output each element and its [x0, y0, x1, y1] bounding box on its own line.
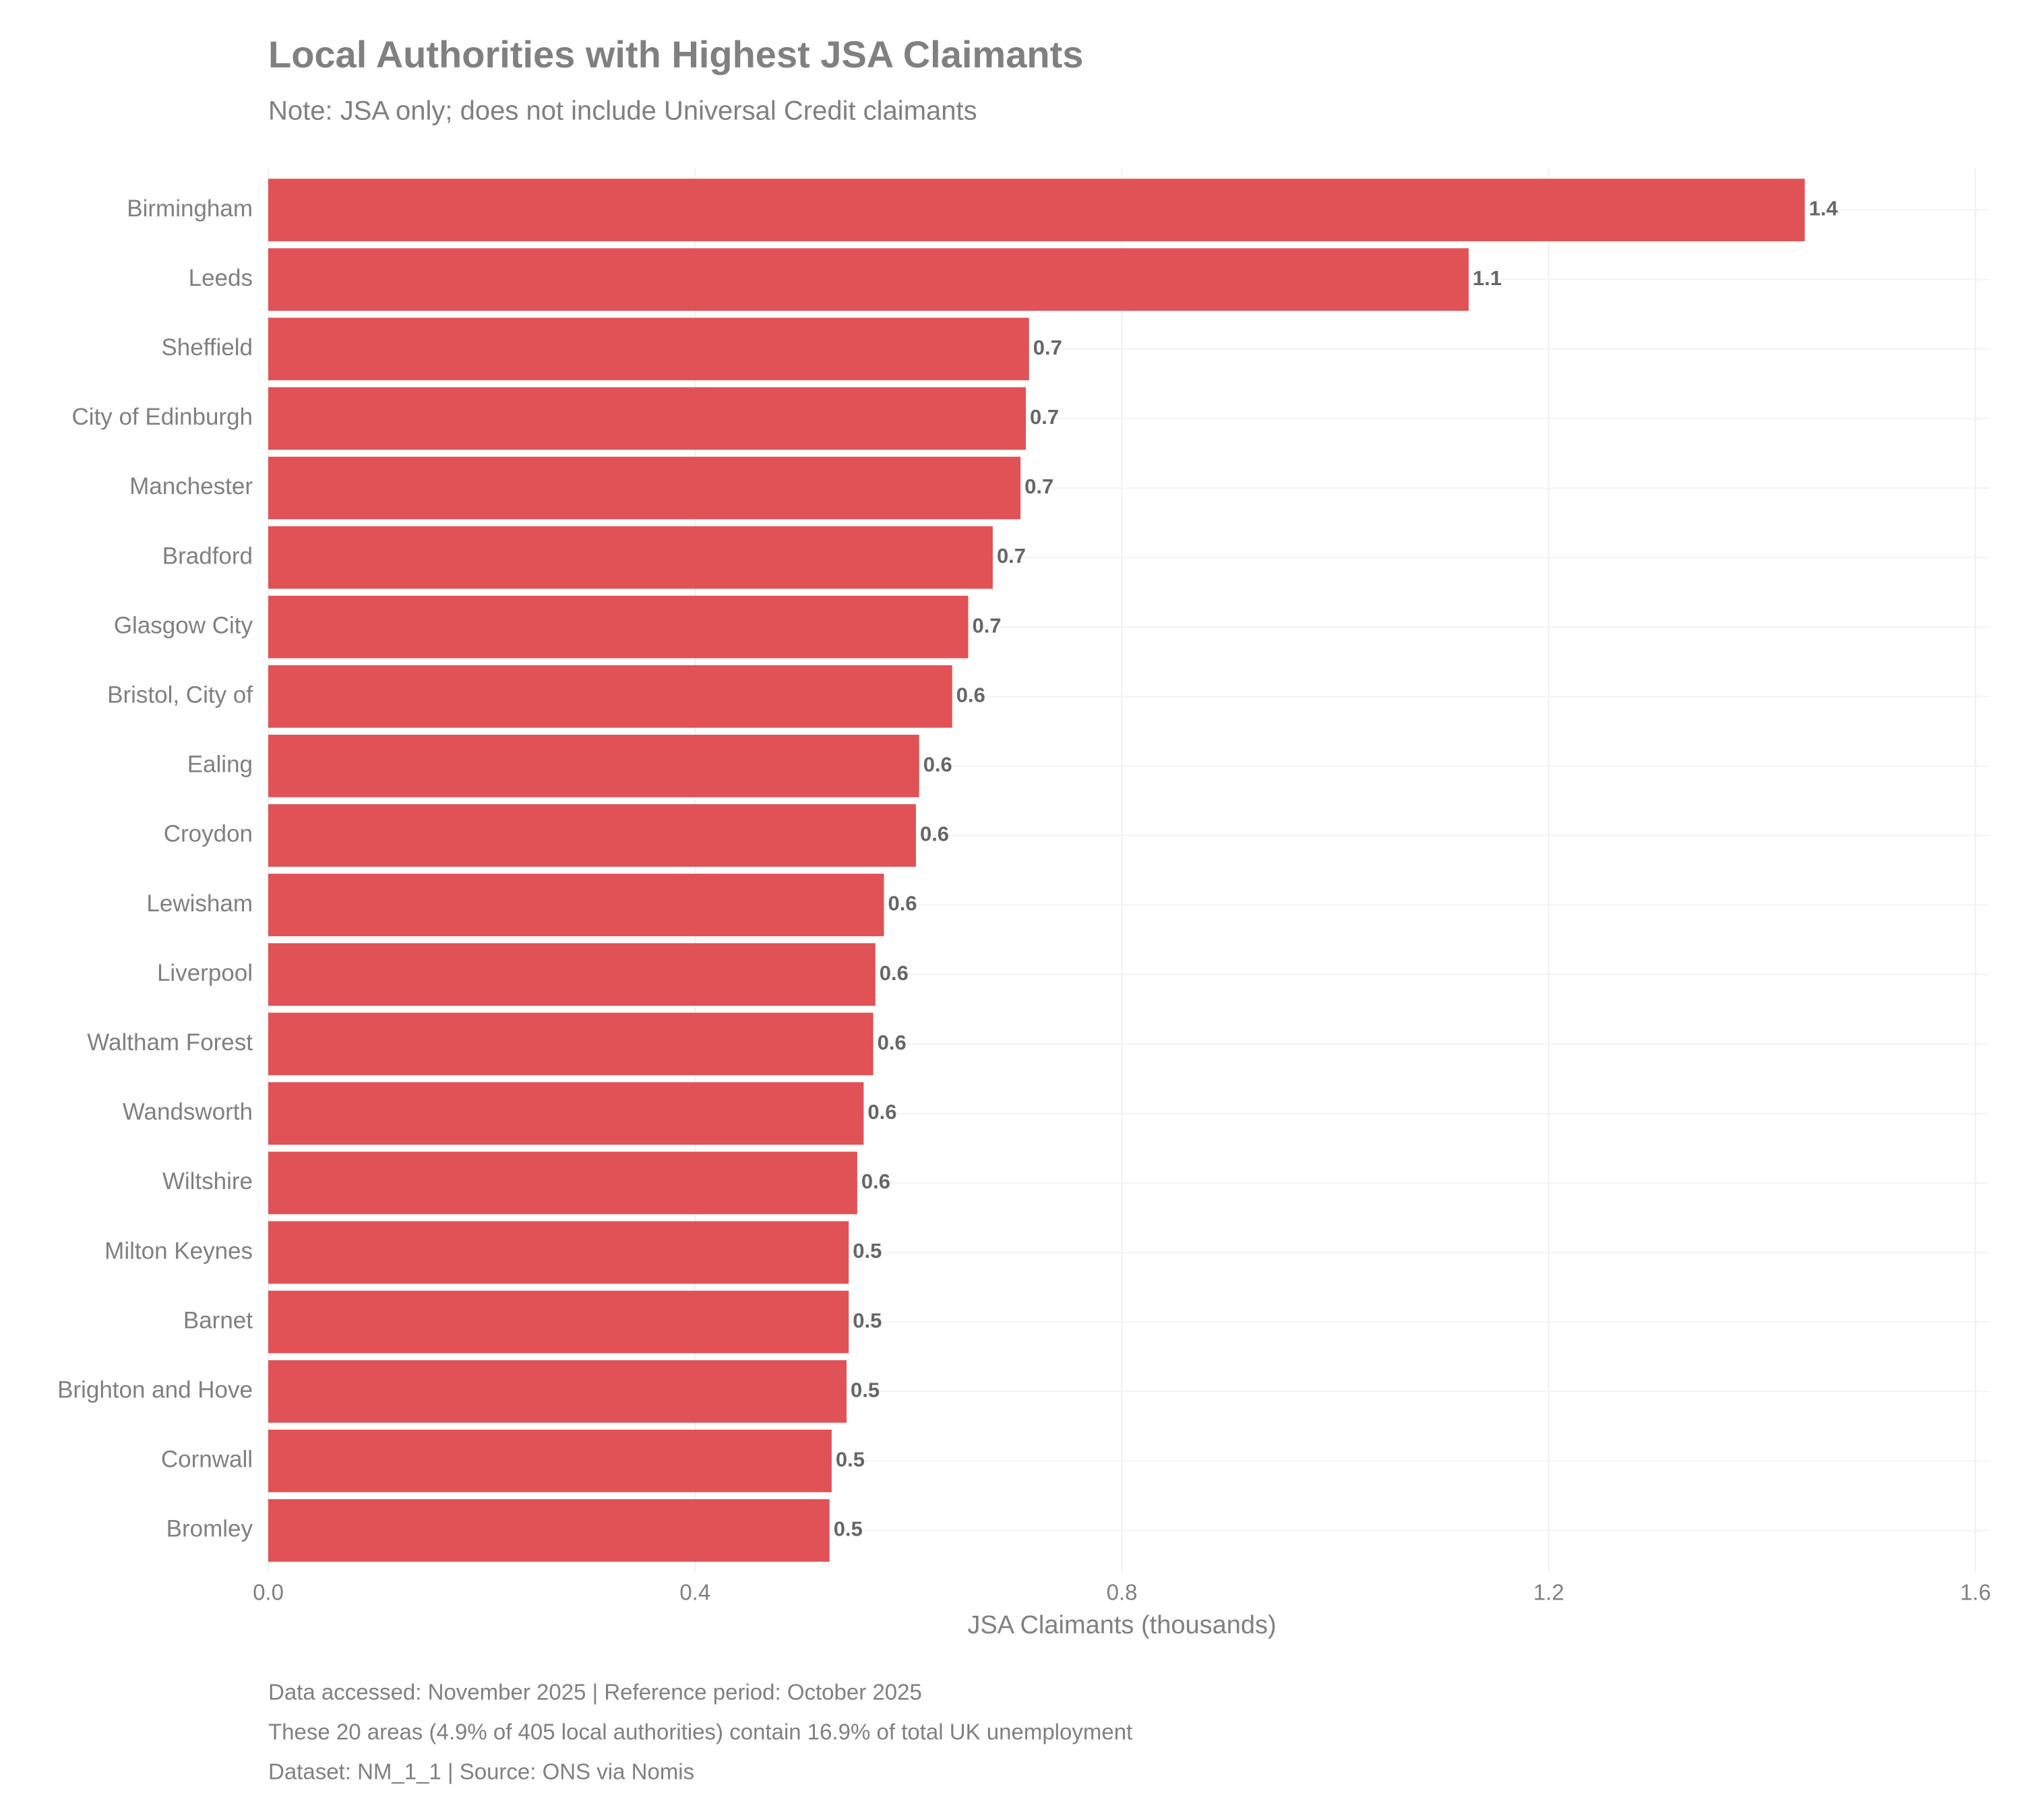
chart-title: Local Authorities with Highest JSA Claim…: [268, 33, 1083, 75]
value-label: 0.5: [836, 1448, 865, 1472]
value-label: 0.6: [923, 753, 952, 777]
y-tick-label: Cornwall: [161, 1447, 253, 1473]
y-tick-label: Milton Keynes: [104, 1238, 253, 1264]
y-tick-label: Croydon: [164, 821, 253, 847]
y-tick-label: Birmingham: [127, 195, 253, 222]
bar: [268, 317, 1029, 381]
value-label: 0.7: [1033, 336, 1062, 359]
bar: [268, 804, 916, 867]
value-label: 0.6: [920, 822, 949, 846]
bar: [268, 1012, 874, 1076]
y-tick-label: Bromley: [166, 1516, 253, 1542]
bar: [268, 179, 1805, 241]
y-tick-label: Lewisham: [146, 890, 253, 917]
value-label: 0.7: [1030, 405, 1059, 429]
x-axis-title: JSA Claimants (thousands): [967, 1611, 1276, 1639]
y-tick-label: Barnet: [183, 1307, 253, 1333]
y-tick-label: Manchester: [129, 473, 253, 499]
value-label: 0.6: [878, 1031, 907, 1054]
value-label: 0.5: [853, 1239, 882, 1263]
bar: [268, 1290, 849, 1354]
y-tick-label: Wandsworth: [123, 1099, 253, 1125]
x-tick-label: 0.0: [253, 1580, 284, 1605]
value-label: 0.7: [973, 613, 1002, 637]
y-tick-label: Wiltshire: [162, 1168, 253, 1194]
bar: [268, 1221, 849, 1284]
value-label: 0.6: [867, 1100, 896, 1124]
y-tick-label: Ealing: [187, 752, 253, 778]
bar: [268, 943, 876, 1006]
bar: [268, 1499, 830, 1562]
x-tick-label: 1.6: [1960, 1580, 1991, 1605]
y-tick-label: Brighton and Hove: [57, 1377, 253, 1403]
value-label: 1.4: [1809, 197, 1839, 220]
caption: Data accessed: November 2025 | Reference…: [268, 1680, 922, 1705]
caption: These 20 areas (4.9% of 405 local author…: [268, 1720, 1132, 1745]
y-tick-label: Sheffield: [161, 334, 253, 361]
value-label: 0.6: [880, 961, 909, 985]
y-tick-label: Waltham Forest: [87, 1029, 253, 1056]
value-label: 0.7: [1024, 475, 1053, 498]
bar: [268, 1151, 857, 1215]
value-label: 0.6: [861, 1170, 890, 1193]
x-tick-label: 0.8: [1107, 1580, 1138, 1605]
bar: [268, 734, 919, 797]
y-tick-label: Leeds: [189, 265, 253, 291]
y-tick-label: Glasgow City: [114, 612, 253, 638]
value-label: 0.5: [834, 1517, 863, 1541]
value-label: 0.6: [888, 892, 917, 915]
bar: [268, 1429, 832, 1492]
bar: [268, 874, 884, 936]
chart-subtitle: Note: JSA only; does not include Univers…: [268, 96, 977, 126]
bar: [268, 665, 952, 728]
bar: [268, 387, 1027, 450]
x-tick-label: 0.4: [679, 1580, 710, 1605]
bar: [268, 1360, 847, 1423]
bar: [268, 595, 969, 659]
caption: Dataset: NM_1_1 | Source: ONS via Nomis: [268, 1759, 694, 1784]
bar: [268, 456, 1021, 520]
value-label: 0.7: [997, 544, 1026, 568]
y-tick-label: City of Edinburgh: [72, 404, 253, 430]
bar: [268, 248, 1469, 311]
value-label: 0.6: [956, 683, 985, 706]
value-label: 1.1: [1473, 266, 1502, 290]
value-label: 0.5: [851, 1378, 880, 1401]
y-tick-label: Liverpool: [157, 960, 253, 986]
bar: [268, 526, 993, 589]
value-label: 0.5: [853, 1308, 882, 1332]
bar: [268, 1082, 864, 1145]
y-tick-label: Bristol, City of: [107, 682, 253, 708]
y-tick-label: Bradford: [162, 543, 253, 569]
x-tick-label: 1.2: [1533, 1580, 1564, 1605]
